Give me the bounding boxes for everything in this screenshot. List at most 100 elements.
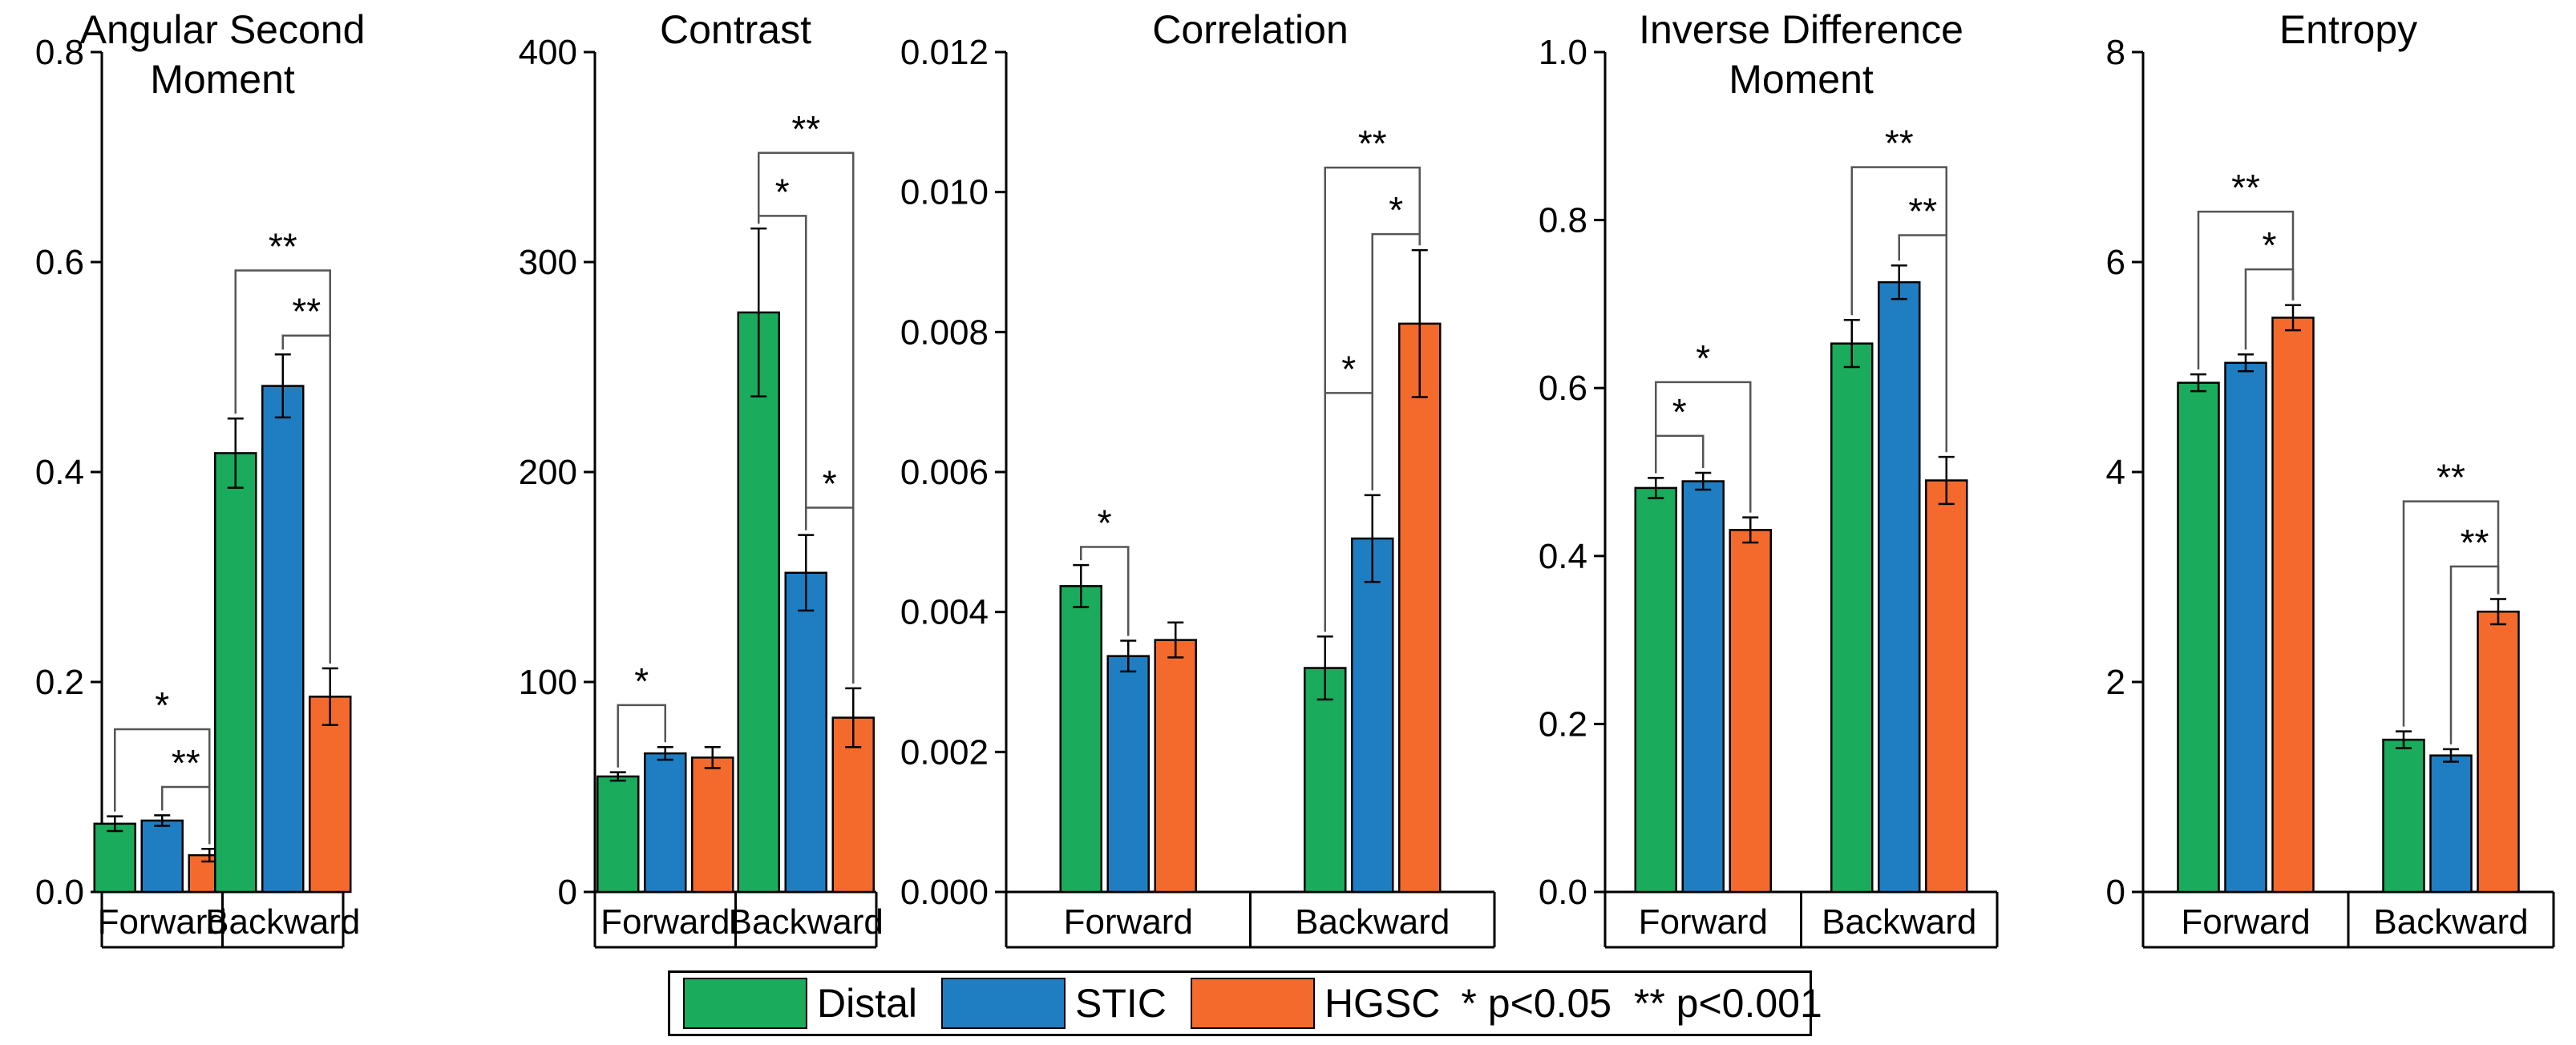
error-bar-contrast-forward-distal [609, 771, 626, 782]
error-bar-angular-second-moment-backward-hgsc [321, 667, 338, 726]
bar-entropy-backward-hgsc [2477, 610, 2520, 894]
y-tick-label-contrast-2: 200 [519, 453, 577, 492]
bar-entropy-forward-hgsc [2271, 317, 2315, 894]
significance-label-contrast-2: * [775, 171, 790, 212]
y-tick-label-entropy-0: 0 [2106, 873, 2125, 912]
y-tick-label-contrast-3: 300 [519, 243, 577, 282]
error-bar-inverse-difference-moment-backward-stic [1891, 264, 1907, 301]
y-tick-label-entropy-2: 4 [2106, 453, 2125, 492]
error-bar-entropy-backward-distal [2396, 730, 2412, 749]
y-tick-label-angular-second-moment-0: 0.0 [35, 873, 84, 912]
bar-contrast-backward-distal [737, 311, 780, 894]
y-tick-label-contrast-0: 0 [558, 873, 577, 912]
group-label-contrast-backward: Backward [729, 902, 884, 942]
bar-entropy-backward-stic [2429, 754, 2473, 894]
y-tick-label-correlation-3: 0.006 [900, 453, 989, 492]
error-bar-angular-second-moment-backward-distal [227, 417, 244, 489]
error-bar-inverse-difference-moment-backward-hgsc [1938, 455, 1955, 506]
y-tick-label-angular-second-moment-2: 0.4 [35, 453, 84, 492]
chart-correlation: Correlation 0.000 0.002 0.004 0.006 0.008 0.01… [900, 7, 1496, 949]
chart-title-inverse-difference-moment-line-2: Moment [1729, 57, 1874, 102]
error-bar-correlation-backward-hgsc [1411, 248, 1428, 398]
legend-item-hgsc: HGSC * p<0.05 ** p<0.001 [1190, 978, 1834, 1029]
legend-significance-note: * p<0.05 ** p<0.001 [1461, 981, 1822, 1026]
significance-label-correlation-2: * [1389, 189, 1403, 231]
significance-label-inverse-difference-moment-1: * [1672, 391, 1687, 433]
significance-bracket-contrast-3 [805, 506, 855, 684]
y-tick-label-inverse-difference-moment-0: 0.0 [1539, 873, 1587, 912]
significance-label-entropy-1: * [2263, 224, 2277, 266]
error-bar-correlation-backward-distal [1316, 635, 1333, 701]
bar-entropy-backward-distal [2382, 738, 2425, 894]
group-label-correlation-backward: Backward [1295, 902, 1450, 942]
significance-label-angular-second-moment-3: ** [292, 291, 321, 333]
bar-angular-second-moment-backward-distal [214, 452, 257, 894]
y-tick-label-correlation-6: 0.012 [900, 33, 989, 72]
error-bar-correlation-backward-stic [1364, 494, 1381, 583]
significance-bracket-angular-second-moment-3 [281, 334, 331, 664]
group-label-entropy-backward: Backward [2373, 902, 2528, 942]
bar-correlation-backward-hgsc [1398, 322, 1442, 894]
y-tick-label-contrast-4: 400 [519, 33, 577, 72]
significance-label-entropy-2: ** [2436, 457, 2465, 498]
bar-inverse-difference-moment-forward-hgsc [1729, 529, 1772, 894]
significance-label-inverse-difference-moment-0: * [1696, 337, 1710, 379]
legend-label-stic: STIC [1075, 981, 1167, 1026]
significance-label-angular-second-moment-1: ** [172, 742, 200, 784]
error-bar-angular-second-moment-backward-stic [274, 353, 291, 419]
chart-title-contrast-line-1: Contrast [660, 7, 811, 52]
y-tick-label-angular-second-moment-1: 0.2 [35, 663, 84, 702]
significance-bracket-contrast-0 [617, 704, 666, 768]
error-bar-inverse-difference-moment-forward-hgsc [1742, 516, 1759, 544]
error-bar-correlation-forward-hgsc [1167, 621, 1184, 659]
significance-bracket-entropy-2 [2402, 500, 2500, 727]
group-label-inverse-difference-moment-forward: Forward [1639, 902, 1768, 942]
chart-title-correlation-line-1: Correlation [1152, 7, 1349, 52]
significance-label-contrast-0: * [634, 660, 649, 702]
bar-correlation-forward-hgsc [1154, 639, 1197, 894]
legend-label-hgsc: HGSC [1324, 981, 1441, 1026]
y-tick-label-inverse-difference-moment-2: 0.4 [1539, 537, 1587, 576]
bar-contrast-forward-stic [644, 752, 687, 894]
error-bar-inverse-difference-moment-backward-distal [1843, 319, 1860, 369]
significance-label-correlation-1: ** [1358, 123, 1387, 164]
error-bar-inverse-difference-moment-forward-distal [1648, 477, 1664, 499]
y-tick-label-correlation-4: 0.008 [900, 313, 989, 352]
bar-angular-second-moment-forward-stic [140, 819, 184, 894]
chart-angular-second-moment: Angular Second Moment 0.0 0.2 0.4 0.6 0.8 Forwa… [35, 7, 366, 949]
bar-inverse-difference-moment-backward-hgsc [1925, 479, 1968, 894]
y-tick-label-entropy-1: 2 [2106, 663, 2125, 702]
bar-inverse-difference-moment-backward-stic [1878, 280, 1921, 894]
bar-entropy-forward-distal [2177, 381, 2220, 894]
significance-label-contrast-3: * [823, 463, 837, 505]
legend-swatch-stic [941, 978, 1066, 1029]
chart-title-angular-second-moment-line-1: Angular Second [80, 7, 366, 52]
group-label-contrast-forward: Forward [601, 902, 730, 942]
y-tick-label-inverse-difference-moment-4: 0.8 [1539, 201, 1587, 240]
significance-label-angular-second-moment-0: * [155, 684, 169, 726]
error-bar-contrast-backward-stic [798, 534, 815, 612]
bar-inverse-difference-moment-backward-distal [1830, 342, 1874, 894]
significance-bracket-inverse-difference-moment-1 [1655, 434, 1705, 474]
bar-contrast-forward-hgsc [691, 757, 734, 894]
legend-swatch-hgsc [1190, 978, 1315, 1029]
legend-swatch-distal [683, 978, 807, 1029]
error-bar-contrast-backward-hgsc [845, 687, 862, 748]
error-bar-angular-second-moment-forward-stic [154, 814, 171, 827]
y-tick-label-correlation-2: 0.004 [900, 593, 989, 632]
bar-contrast-backward-stic [784, 571, 827, 894]
chart-title-inverse-difference-moment-line-1: Inverse Difference [1639, 7, 1963, 52]
figure-canvas: Angular Second Moment 0.0 0.2 0.4 0.6 0.8 Forwa… [35, 7, 2555, 949]
error-bar-angular-second-moment-forward-distal [107, 815, 123, 833]
bar-angular-second-moment-backward-hgsc [309, 696, 352, 894]
y-tick-label-correlation-1: 0.002 [900, 732, 989, 772]
y-tick-label-correlation-0: 0.000 [900, 873, 989, 912]
bar-inverse-difference-moment-forward-stic [1681, 480, 1725, 894]
significance-bracket-angular-second-moment-1 [161, 785, 211, 845]
bar-correlation-forward-distal [1059, 585, 1102, 894]
significance-label-correlation-3: * [1341, 348, 1356, 389]
significance-bracket-contrast-2 [758, 215, 807, 531]
y-tick-label-entropy-3: 6 [2106, 243, 2125, 282]
group-label-inverse-difference-moment-backward: Backward [1822, 902, 1976, 942]
